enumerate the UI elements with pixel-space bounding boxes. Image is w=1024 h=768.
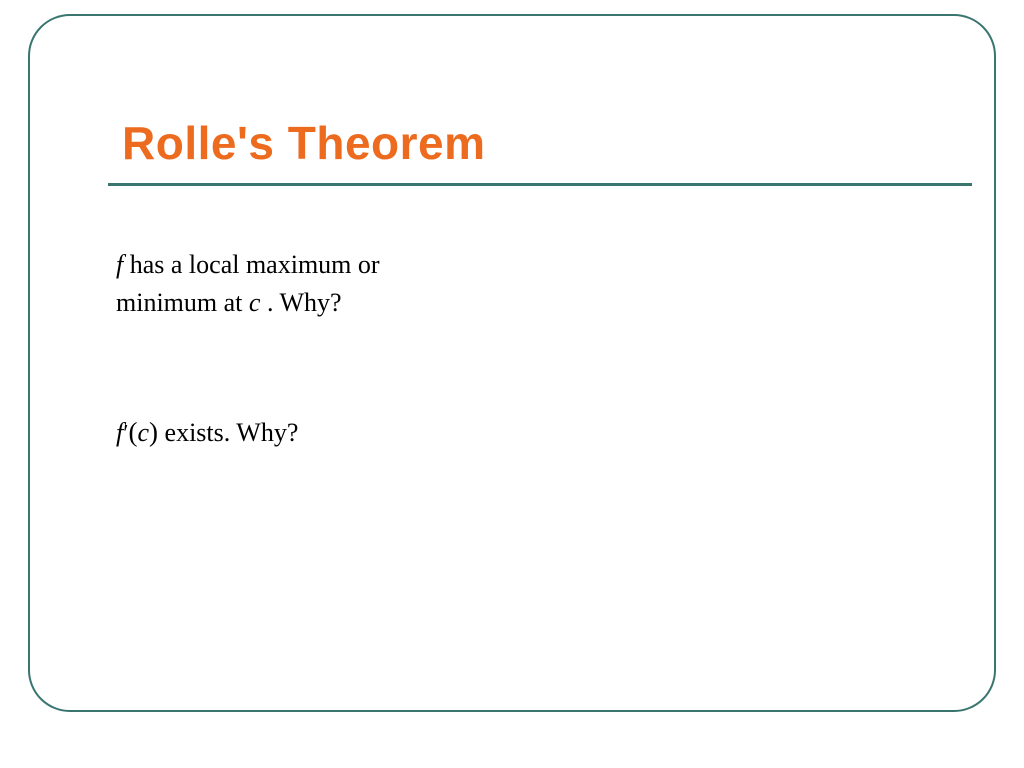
math-close-paren: ) — [149, 417, 158, 447]
math-var-c2: c — [137, 418, 149, 447]
body-line-3: f′(c) exists. Why? — [116, 413, 380, 452]
slide-frame: Rolle's Theorem f has a local maximum or… — [28, 14, 996, 712]
title-underline — [108, 183, 972, 186]
math-prime: ′ — [123, 421, 128, 447]
slide-body: f has a local maximum or minimum at c . … — [116, 246, 380, 453]
body-text-3: exists. Why? — [158, 418, 298, 447]
body-text-2b: . Why? — [260, 288, 341, 317]
body-text-2a: minimum at — [116, 288, 249, 317]
math-var-c: c — [249, 288, 261, 317]
body-line-2: minimum at c . Why? — [116, 284, 380, 322]
body-line-1: f has a local maximum or — [116, 246, 380, 284]
slide-title: Rolle's Theorem — [122, 116, 486, 170]
body-text-1: has a local maximum or — [123, 250, 379, 279]
